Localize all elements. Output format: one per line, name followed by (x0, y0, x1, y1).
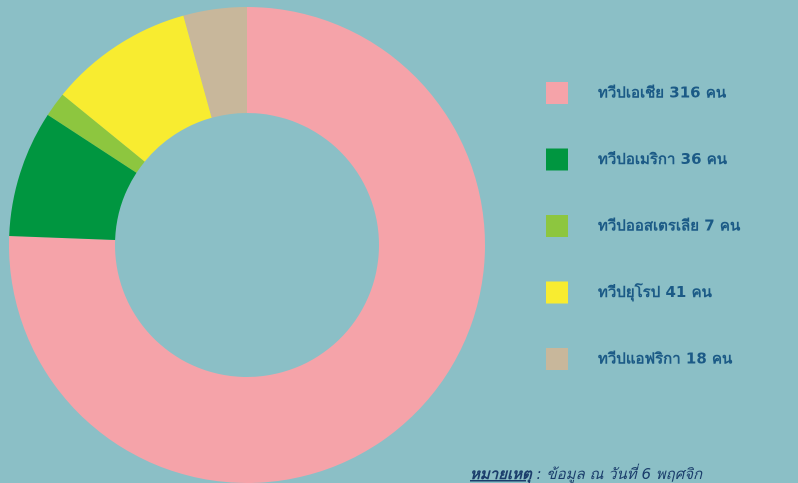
legend-label: ทวีปออสเตรเลีย 7 คน (598, 217, 741, 235)
annotation: หมายเหตุ : ข้อมูล ณ วันที่ 6 พฤศจิก (470, 463, 703, 483)
annotation-label: หมายเหตุ (470, 465, 533, 483)
slice (47, 94, 145, 173)
legend-label: ทวีปอเมริกา 36 คน (598, 150, 728, 168)
legend-swatch (546, 281, 568, 304)
legend-swatch (546, 215, 568, 237)
legend-swatch (546, 348, 568, 370)
slice (62, 15, 212, 162)
legend-swatch (546, 82, 568, 104)
legend-label: ทวีปแอฟริกา 18 คน (598, 350, 733, 368)
slice (9, 7, 485, 483)
legend-label: ทวีปเอเชีย 316 คน (598, 84, 727, 102)
legend-swatch (546, 148, 568, 171)
slice (183, 7, 247, 118)
slice (9, 114, 137, 241)
legend-label: ทวีปยุโรป 41 คน (598, 282, 713, 302)
annotation-text: : ข้อมูล ณ วันที่ 6 พฤศจิก (532, 463, 703, 483)
